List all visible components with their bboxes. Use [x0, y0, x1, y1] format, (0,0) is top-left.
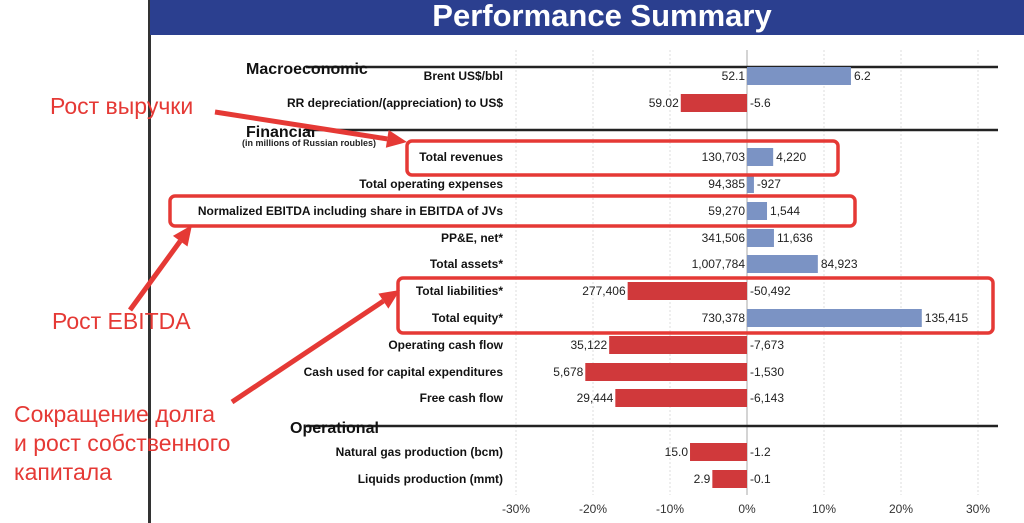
page-title: Performance Summary	[150, 0, 1024, 35]
arrow-ebitda	[127, 239, 183, 312]
change-label: 6.2	[854, 69, 871, 83]
arrow-liabilities	[230, 299, 385, 405]
highlight-box-ebitda	[168, 194, 857, 228]
section-heading: Macroeconomic	[246, 61, 368, 78]
annotation-debt-reduction: Сокращение долга и рост собственного кап…	[14, 400, 230, 487]
annotation-line: и рост собственного	[14, 430, 231, 456]
change-label: -50,492	[750, 284, 791, 298]
arrow-liabilities-head	[378, 290, 400, 309]
change-label: -1,530	[750, 365, 784, 379]
row-label: Total liabilities*	[416, 284, 503, 298]
value-label: 2.9	[694, 472, 711, 486]
change-label: -927	[757, 177, 781, 191]
value-label: 35,122	[570, 338, 607, 352]
x-tick-label: 20%	[889, 502, 913, 516]
row-label: Total revenues	[419, 150, 503, 164]
row-label: Total assets*	[430, 257, 503, 271]
bar	[680, 94, 747, 112]
section-subtitle: (in millions of Russian roubles)	[242, 138, 376, 148]
bar	[712, 470, 747, 488]
row-label: PP&E, net*	[441, 231, 503, 245]
value-label: 1,007,784	[692, 257, 746, 271]
annotation-line: Сокращение долга	[14, 401, 216, 427]
bar	[747, 309, 922, 327]
value-label: 59,270	[708, 204, 745, 218]
value-label: 277,406	[582, 284, 626, 298]
value-label: 29,444	[577, 391, 614, 405]
value-label: 730,378	[702, 311, 746, 325]
value-label: 5,678	[553, 365, 583, 379]
bar	[747, 255, 818, 273]
value-label: 94,385	[708, 177, 745, 191]
change-label: -5.6	[750, 96, 771, 110]
bar	[747, 202, 768, 220]
arrow-revenue	[214, 109, 388, 142]
row-label: Normalized EBITDA including share in EBI…	[198, 204, 503, 218]
change-label: 4,220	[776, 150, 806, 164]
change-label: -7,673	[750, 338, 784, 352]
row-label: RR depreciation/(appreciation) to US$	[287, 96, 503, 110]
highlight-box-revenue	[405, 139, 840, 177]
x-tick-label: -30%	[502, 502, 530, 516]
row-label: Brent US$/bbl	[424, 69, 503, 83]
bar	[747, 148, 774, 166]
bar	[747, 67, 851, 85]
slide-edge	[148, 0, 151, 523]
bar	[615, 389, 747, 407]
x-tick-label: 10%	[812, 502, 836, 516]
x-tick-label: -10%	[656, 502, 684, 516]
row-label: Total operating expenses	[359, 177, 503, 191]
row-label: Total equity*	[432, 311, 503, 325]
bar	[585, 363, 747, 381]
row-label: Natural gas production (bcm)	[336, 445, 503, 459]
bar	[747, 175, 754, 193]
arrow-ebitda-head	[172, 225, 192, 247]
x-tick-label: -20%	[579, 502, 607, 516]
bar	[609, 336, 747, 354]
change-label: 135,415	[925, 311, 969, 325]
bar	[627, 282, 747, 300]
bar	[747, 229, 774, 247]
annotation-revenue-growth: Рост выручки	[50, 93, 194, 119]
row-label: Liquids production (mmt)	[358, 472, 503, 486]
value-label: 341,506	[702, 231, 746, 245]
change-label: -0.1	[750, 472, 771, 486]
value-label: 59.02	[649, 96, 679, 110]
section-heading: Financial	[246, 124, 315, 141]
row-label: Operating cash flow	[388, 338, 503, 352]
row-label: Cash used for capital expenditures	[304, 365, 504, 379]
section-heading: Operational	[290, 420, 379, 437]
value-label: 130,703	[702, 150, 746, 164]
change-label: -6,143	[750, 391, 784, 405]
value-label: 15.0	[665, 445, 689, 459]
change-label: -1.2	[750, 445, 771, 459]
change-label: 11,636	[777, 231, 813, 245]
x-tick-label: 0%	[738, 502, 756, 516]
bar	[690, 443, 747, 461]
annotation-ebitda-growth: Рост EBITDA	[52, 308, 191, 334]
arrow-revenue-head	[385, 130, 407, 148]
annotation-line: капитала	[14, 459, 112, 485]
highlight-box-liabilities-equity	[396, 276, 995, 335]
x-tick-label: 30%	[966, 502, 990, 516]
value-label: 52.1	[722, 69, 746, 83]
row-label: Free cash flow	[420, 391, 504, 405]
change-label: 1,544	[770, 204, 800, 218]
change-label: 84,923	[821, 257, 858, 271]
